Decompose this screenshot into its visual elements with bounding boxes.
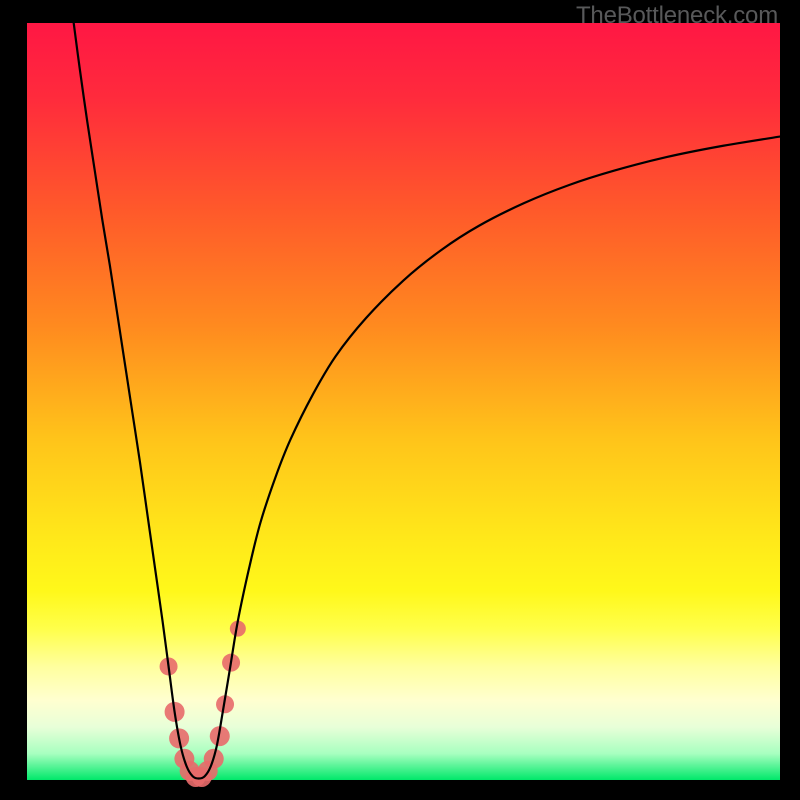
watermark-text: TheBottleneck.com	[576, 2, 778, 30]
chart-stage: TheBottleneck.com	[0, 0, 800, 800]
bottleneck-chart	[0, 0, 800, 800]
